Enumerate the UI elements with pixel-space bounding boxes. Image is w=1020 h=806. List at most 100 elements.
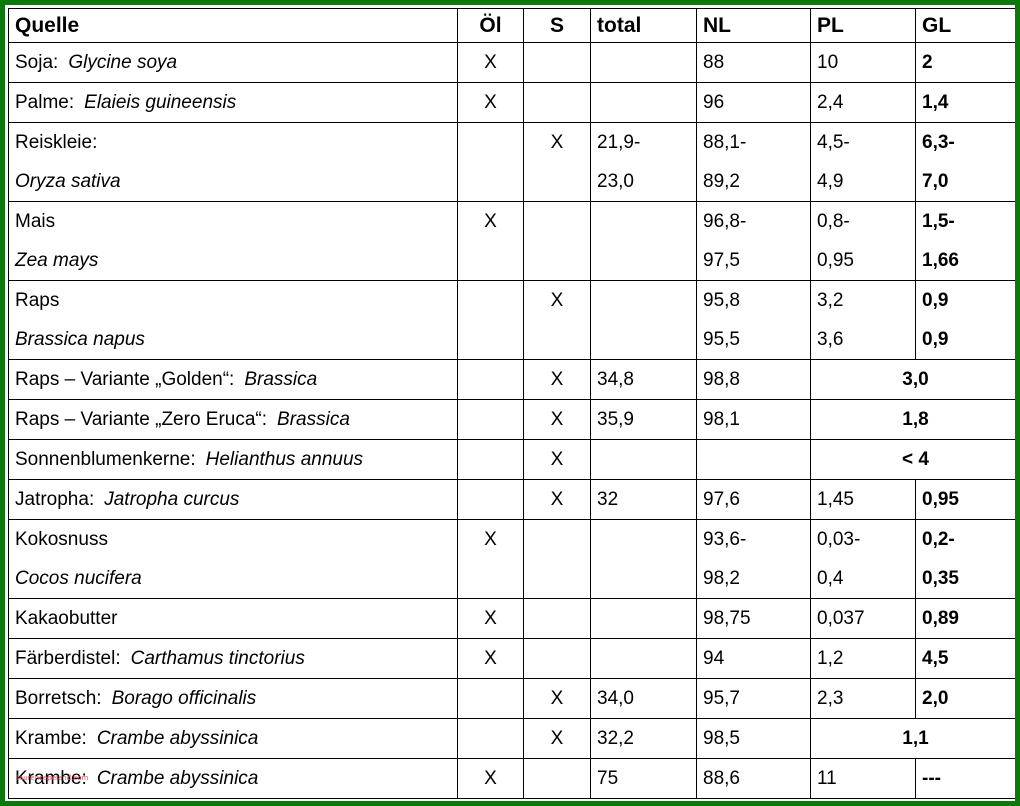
latin-cell: Brassica napus [8,320,458,360]
table-row: Reiskleie: X 21,9- 88,1- 4,5- 6,3- [8,122,1015,162]
pl-cell: 2,4 [810,82,916,123]
nl-cell: 95,5 [696,320,811,360]
pl-cell: 3,6 [810,320,916,360]
nl-cell: 96,8- [696,201,811,241]
oil-cell: X [457,758,524,799]
source-cell: Borretsch: Borago officinalis [8,678,458,719]
nl-cell: 88,1- [696,122,811,162]
source-cell: Sonnenblumenkerne: Helianthus annuus [8,439,458,480]
table-row: Krambe: Crambe abyssinica X 75 88,6 11 --… [8,758,1015,799]
nl-cell: 98,8 [696,359,811,400]
source-cell: Mais [8,201,458,241]
total-cell [590,519,697,559]
s-cell [523,162,591,202]
s-cell: X [523,479,591,520]
table-row-continued: Zea mays 97,5 0,95 1,66 [8,241,1015,281]
oil-cell [457,718,524,759]
s-cell [523,82,591,123]
header-row: Quelle Öl S total NL PL GL [8,8,1015,43]
table-row: Raps – Variante „Zero Eruca“: Brassica X … [8,399,1015,440]
table-row-continued: Brassica napus 95,5 3,6 0,9 [8,320,1015,360]
nl-cell: 95,8 [696,280,811,320]
gl-cell: 2 [915,42,1015,83]
source-cell: Kakaobutter [8,598,458,639]
s-cell [523,758,591,799]
oil-cell: X [457,598,524,639]
s-cell: X [523,359,591,400]
table-row: Sonnenblumenkerne: Helianthus annuus X < … [8,439,1015,480]
oil-cell [457,399,524,440]
pl-cell: 1,2 [810,638,916,679]
gl-cell: 0,89 [915,598,1015,639]
gl-cell: 0,2- [915,519,1015,559]
header-gl: GL [915,8,1015,43]
s-cell [523,519,591,559]
s-cell [523,241,591,281]
table-row: Palme: Elaieis guineensis X 96 2,4 1,4 [8,82,1015,123]
pl-cell: 3,2 [810,280,916,320]
table-row: Kakaobutter X 98,75 0,037 0,89 [8,598,1015,639]
header-pl: PL [810,8,916,43]
oil-cell [457,359,524,400]
table-row: Raps X 95,8 3,2 0,9 [8,280,1015,320]
nl-cell: 93,6- [696,519,811,559]
header-oil: Öl [457,8,524,43]
header-nl: NL [696,8,811,43]
nl-cell: 97,5 [696,241,811,281]
table-row-continued: Cocos nucifera 98,2 0,4 0,35 [8,559,1015,599]
table-row: Jatropha: Jatropha curcus X 32 97,6 1,45 … [8,479,1015,520]
source-cell: Krambe: Crambe abyssinica [8,758,458,799]
total-cell [590,280,697,320]
header-total: total [590,8,697,43]
s-cell: X [523,280,591,320]
oil-cell [457,280,524,320]
s-cell: X [523,399,591,440]
pl-cell: 0,037 [810,598,916,639]
total-cell [590,638,697,679]
pl-cell: 0,8- [810,201,916,241]
total-cell: 75 [590,758,697,799]
source-cell: Krambe: Crambe abyssinica [8,718,458,759]
gl-cell: 6,3- [915,122,1015,162]
total-cell: 34,8 [590,359,697,400]
nl-cell: 98,5 [696,718,811,759]
total-cell [590,559,697,599]
pl-cell: 2,3 [810,678,916,719]
nl-cell: 97,6 [696,479,811,520]
table-row: Krambe: Crambe abyssinica X 32,2 98,5 1,1 [8,718,1015,759]
oil-cell [457,439,524,480]
source-cell: Raps – Variante „Zero Eruca“: Brassica [8,399,458,440]
gl-cell: 0,95 [915,479,1015,520]
oil-cell [457,559,524,599]
source-cell: Färberdistel: Carthamus tinctorius [8,638,458,679]
table-row-continued: Oryza sativa 23,0 89,2 4,9 7,0 [8,162,1015,202]
gl-cell: 1,4 [915,82,1015,123]
s-cell [523,42,591,83]
oil-cell [457,678,524,719]
total-cell: 34,0 [590,678,697,719]
oil-cell [457,479,524,520]
source-cell: Reiskleie: [8,122,458,162]
pl-cell: 10 [810,42,916,83]
s-cell [523,320,591,360]
gl-cell: --- [915,758,1015,799]
nl-cell: 88,6 [696,758,811,799]
latin-cell: Cocos nucifera [8,559,458,599]
total-cell [590,320,697,360]
source-cell: Palme: Elaieis guineensis [8,82,458,123]
oil-cell [457,162,524,202]
source-cell: Soja: Glycine soya [8,42,458,83]
gl-cell: 0,9 [915,280,1015,320]
total-cell [590,82,697,123]
oil-cell [457,320,524,360]
oil-cell [457,241,524,281]
pl-gl-merged-cell: 3,0 [810,359,1015,400]
latin-cell: Oryza sativa [8,162,458,202]
s-cell: X [523,439,591,480]
s-cell: X [523,122,591,162]
total-cell [590,241,697,281]
table-row: Mais X 96,8- 0,8- 1,5- [8,201,1015,241]
gl-cell: 1,5- [915,201,1015,241]
header-source: Quelle [8,8,458,43]
